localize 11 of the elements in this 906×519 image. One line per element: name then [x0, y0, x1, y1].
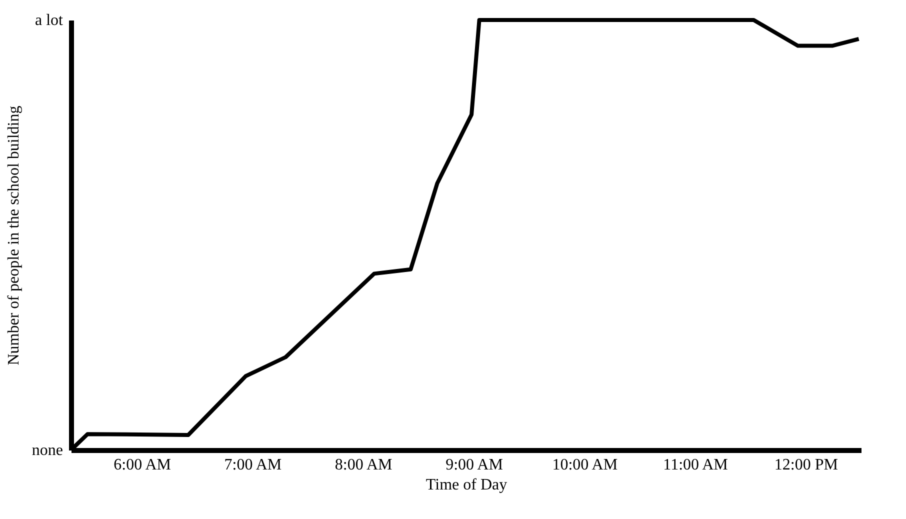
x-axis-title: Time of Day: [426, 476, 508, 494]
text: a lot: [35, 12, 64, 29]
text: none: [32, 442, 63, 459]
x-tick-label: 10:00 AM: [552, 456, 618, 474]
x-tick-label: 9:00 AM: [446, 456, 503, 474]
x-tick-label: 12:00 PM: [774, 456, 838, 474]
x-tick-label: 11:00 AM: [663, 456, 728, 474]
y-axis-title: Number of people in the school building: [6, 106, 22, 366]
x-tick-label: 8:00 AM: [334, 456, 392, 474]
x-tick-label: 7:00 AM: [224, 456, 282, 474]
x-tick-label: 6:00 AM: [114, 456, 171, 474]
